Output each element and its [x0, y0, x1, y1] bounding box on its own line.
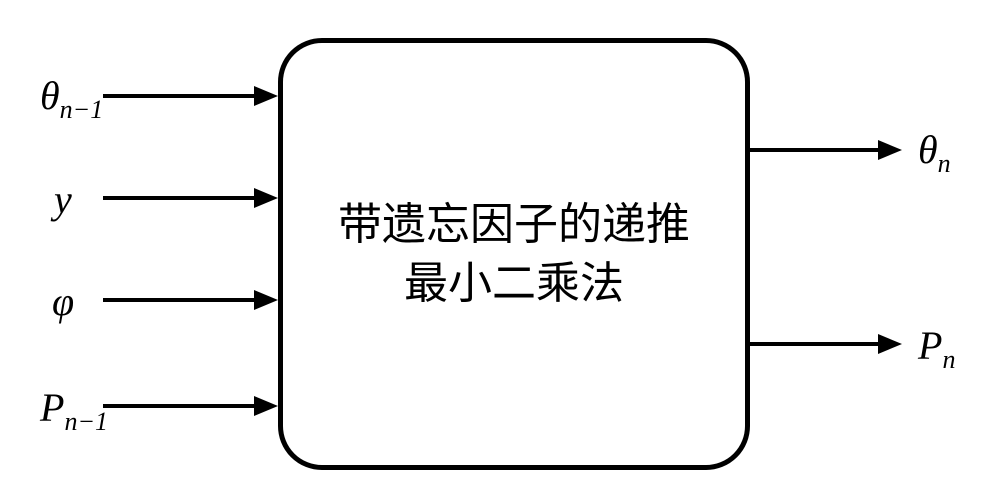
output-subscript-theta-n: n: [938, 149, 951, 178]
input-arrow-head-p-prev: [254, 396, 278, 416]
input-arrow-head-phi: [254, 290, 278, 310]
output-arrow-line-p-n: [750, 342, 880, 346]
input-arrow-head-theta-prev: [254, 86, 278, 106]
input-label-phi: φ: [52, 278, 74, 325]
output-arrow-head-p-n: [878, 334, 902, 354]
process-block-label: 带遗忘因子的递推最小二乘法: [338, 195, 690, 314]
input-arrow-line-phi: [103, 298, 256, 302]
output-arrow-head-theta-n: [878, 140, 902, 160]
output-symbol-theta-n: θ: [918, 127, 938, 172]
input-subscript-p-prev: n−1: [64, 407, 108, 436]
input-symbol-phi: φ: [52, 279, 74, 324]
process-block-line2: 最小二乘法: [338, 254, 690, 313]
output-label-p-n: Pn: [918, 322, 955, 375]
input-arrow-line-theta-prev: [103, 94, 256, 98]
output-arrow-line-theta-n: [750, 148, 880, 152]
input-symbol-y: y: [54, 177, 72, 222]
output-label-theta-n: θn: [918, 126, 951, 179]
input-label-theta-prev: θn−1: [40, 72, 103, 125]
input-arrow-line-y: [103, 196, 256, 200]
process-block-line1: 带遗忘因子的递推: [338, 195, 690, 254]
input-arrow-head-y: [254, 188, 278, 208]
process-block: 带遗忘因子的递推最小二乘法: [278, 38, 750, 470]
input-symbol-p-prev: P: [40, 385, 64, 430]
input-symbol-theta-prev: θ: [40, 73, 60, 118]
output-symbol-p-n: P: [918, 323, 942, 368]
input-subscript-theta-prev: n−1: [60, 95, 104, 124]
input-label-y: y: [54, 176, 72, 223]
input-label-p-prev: Pn−1: [40, 384, 108, 437]
input-arrow-line-p-prev: [103, 404, 256, 408]
output-subscript-p-n: n: [942, 345, 955, 374]
